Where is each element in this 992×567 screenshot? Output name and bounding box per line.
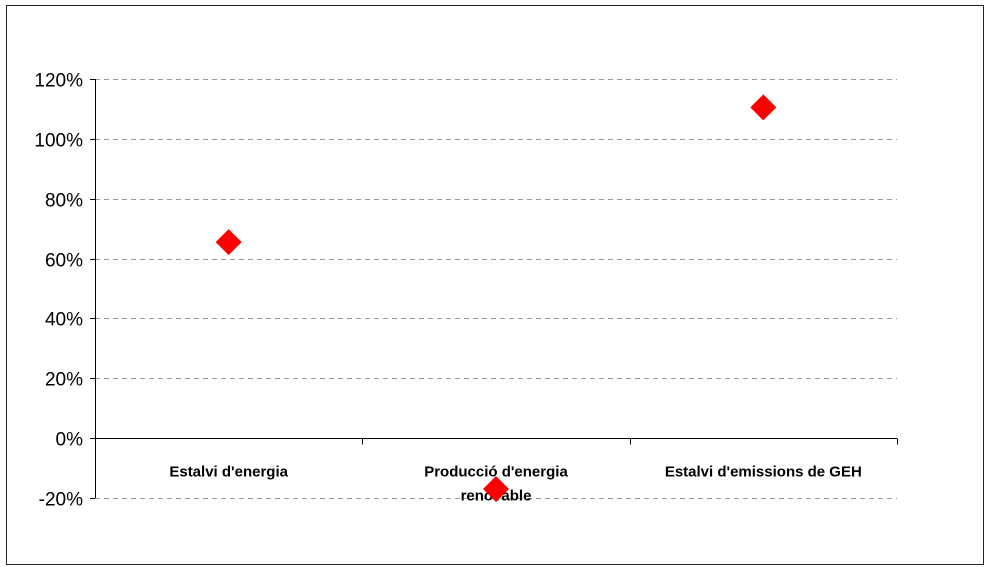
y-tick-label: 20% [45,370,83,391]
y-tick-label: -20% [39,490,83,511]
category-label: Estalvi d'energia [169,464,288,481]
y-tick-label: 100% [34,131,83,152]
gridlines [95,79,897,499]
y-tick-label: 60% [45,251,83,272]
data-point-diamond [483,476,509,503]
y-tick-label: 80% [45,191,83,212]
chart-frame [6,5,984,565]
y-tick-label: 120% [34,71,83,92]
y-tick-label: 0% [56,430,84,451]
category-label: Estalvi d'emissions de GEH [665,464,862,481]
y-tick-label: 40% [45,310,83,331]
data-points [215,94,777,503]
y-tick-labels: 120% 100% 80% 60% 40% 20% 0% -20% [34,71,83,511]
data-point-diamond [750,94,777,121]
data-point-diamond [215,229,242,256]
axes [90,79,898,499]
